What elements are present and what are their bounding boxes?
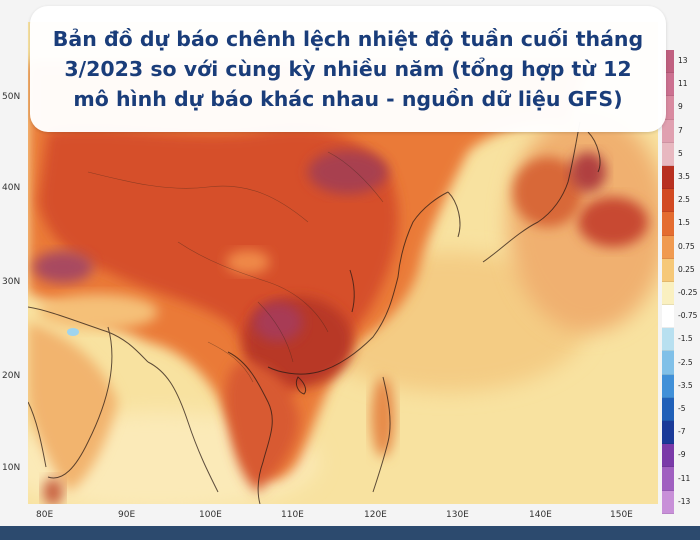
mongolia-hotspot xyxy=(308,150,388,194)
color-scale-legend xyxy=(662,50,678,514)
sri-lanka-warm xyxy=(43,478,63,504)
scale-value-label: -2.5 xyxy=(678,357,693,367)
scale-color-cell xyxy=(662,258,674,282)
taiwan-coast xyxy=(349,269,355,313)
china-coast xyxy=(267,191,449,375)
scale-value-label: -0.25 xyxy=(678,288,698,297)
scale-color-cell xyxy=(662,351,674,375)
scale-color-cell xyxy=(662,119,674,143)
scale-color-cell xyxy=(662,165,674,190)
himalaya-border-line xyxy=(28,306,149,363)
scale-color-cell xyxy=(662,142,674,166)
philippines-coast xyxy=(372,376,391,493)
scale-value-label: 0.75 xyxy=(678,241,695,251)
philippines-warm xyxy=(371,377,395,457)
border-line-a xyxy=(87,171,309,223)
bottom-bar xyxy=(0,526,700,540)
longitude-label-80e: 80E xyxy=(36,510,54,520)
longitude-label-130e: 130E xyxy=(446,510,469,520)
west-hotspot xyxy=(33,251,93,283)
internal-borders xyxy=(87,151,384,383)
scale-value-label: -5 xyxy=(678,404,686,413)
india-east-coast xyxy=(47,326,113,479)
himalaya-mild-band xyxy=(38,294,158,330)
scale-value-label: -1.5 xyxy=(678,334,693,344)
border-line-d xyxy=(327,151,384,203)
hokkaido-coast xyxy=(587,131,601,173)
latitude-label-20n: 20N xyxy=(2,371,21,381)
hainan-coast xyxy=(295,376,307,395)
cool-patch xyxy=(226,250,270,274)
cool-spot xyxy=(67,328,79,336)
indochina-warm-region xyxy=(225,362,299,492)
scale-value-label: 9 xyxy=(678,102,683,112)
scale-value-label: 2.5 xyxy=(678,195,690,205)
scale-color-cell xyxy=(662,374,674,398)
scale-value-label: 13 xyxy=(678,56,688,65)
scale-color-cell xyxy=(662,490,674,514)
japan-warm-zone xyxy=(513,157,583,227)
scale-value-label: 1.5 xyxy=(678,218,690,228)
korea-coast xyxy=(447,191,461,238)
scale-value-label: 7 xyxy=(678,125,683,135)
scale-value-label: -9 xyxy=(678,450,686,460)
scale-color-cell xyxy=(662,235,674,259)
myanmar-coast xyxy=(147,361,219,493)
border-line-c xyxy=(257,301,294,363)
japan-arc xyxy=(482,121,581,263)
scale-value-label: 11 xyxy=(678,79,688,89)
scale-color-cell xyxy=(662,281,674,306)
latitude-label-40n: 40N xyxy=(2,183,21,193)
scale-value-label: -3.5 xyxy=(678,380,693,390)
scale-color-cell xyxy=(662,444,674,468)
indochina-coast xyxy=(227,351,273,504)
coastlines xyxy=(28,121,601,504)
latitude-label-50n: 50N xyxy=(2,92,21,102)
scale-value-label: -7 xyxy=(678,427,686,437)
scale-color-cell xyxy=(662,328,674,352)
india-mild-region xyxy=(28,322,118,492)
latitude-label-30n: 30N xyxy=(2,277,21,287)
scale-color-cell xyxy=(662,421,674,445)
scale-color-cell xyxy=(662,212,674,236)
scale-color-cell xyxy=(662,397,674,421)
longitude-label-110e: 110E xyxy=(281,510,304,520)
scale-color-cell xyxy=(662,189,674,213)
longitude-label-100e: 100E xyxy=(199,510,222,520)
longitude-label-140e: 140E xyxy=(529,510,552,520)
border-line-e xyxy=(207,341,254,383)
longitude-label-120e: 120E xyxy=(364,510,387,520)
latitude-label-10n: 10N xyxy=(2,463,21,473)
scale-value-label: 3.5 xyxy=(678,172,690,181)
border-line-b xyxy=(177,241,329,333)
india-west-coast xyxy=(28,401,47,468)
hokkaido-hotspot xyxy=(570,152,606,192)
map-title: Bản đồ dự báo chênh lệch nhiệt độ tuần c… xyxy=(52,27,644,111)
title-card: Bản đồ dự báo chênh lệch nhiệt độ tuần c… xyxy=(30,6,666,132)
scale-value-label: 0.25 xyxy=(678,264,695,274)
longitude-label-90e: 90E xyxy=(118,510,136,520)
japan-sea-hotspot xyxy=(578,197,648,247)
scale-value-label: -13 xyxy=(678,496,691,506)
scale-value-label: -0.75 xyxy=(678,311,698,321)
scale-color-cell xyxy=(662,305,674,329)
scale-value-label: 5 xyxy=(678,148,683,158)
scale-color-cell xyxy=(662,467,674,491)
longitude-label-150e: 150E xyxy=(610,510,633,520)
scale-value-label: -11 xyxy=(678,473,691,483)
deep-hotspot-a xyxy=(253,302,303,342)
